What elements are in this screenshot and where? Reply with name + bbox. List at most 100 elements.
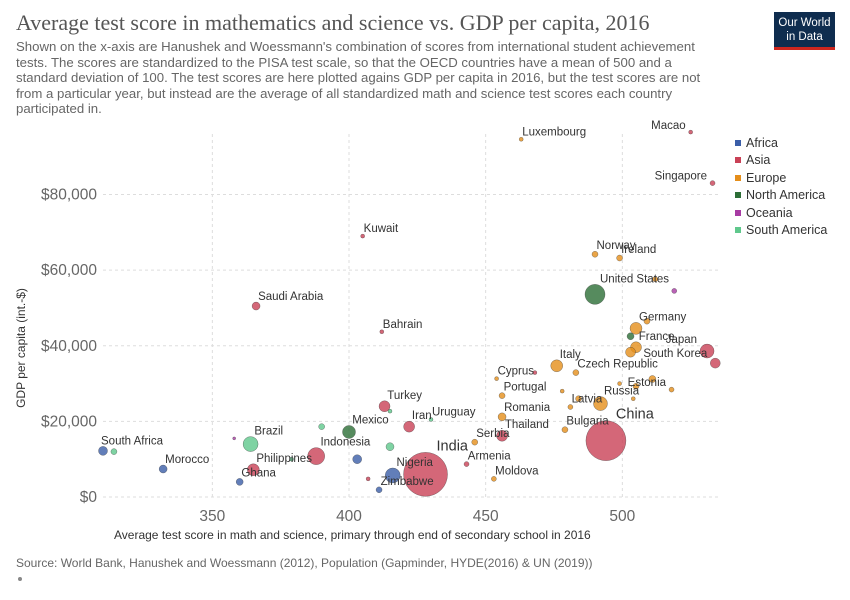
legend-item[interactable]: South America [733, 223, 848, 240]
data-point[interactable] [632, 382, 640, 390]
data-point[interactable] [496, 429, 508, 442]
data-point[interactable] [652, 276, 658, 282]
legend-item[interactable]: Europe [733, 171, 848, 188]
point-label: South Africa [101, 435, 164, 447]
data-point[interactable] [384, 467, 401, 484]
data-point[interactable] [572, 369, 580, 376]
data-point[interactable] [631, 396, 636, 401]
data-point[interactable] [247, 463, 260, 477]
grid-lines [103, 134, 718, 498]
y-tick-label: $0 [80, 489, 98, 506]
y-tick-label: $80,000 [41, 187, 97, 204]
data-point[interactable] [232, 436, 236, 441]
data-point[interactable] [625, 346, 636, 358]
point-label: Estonia [628, 377, 667, 389]
data-point[interactable] [643, 317, 651, 325]
data-point[interactable] [498, 392, 506, 399]
data-point[interactable] [671, 288, 678, 294]
point-label: South Korea [643, 348, 708, 360]
legend-item[interactable]: North America [733, 188, 848, 205]
point-label: Philippines [256, 453, 312, 465]
data-point[interactable] [591, 250, 599, 258]
legend-item[interactable]: Africa [733, 136, 848, 153]
point-label: Turkey [387, 390, 422, 402]
data-point[interactable] [494, 376, 499, 381]
data-point[interactable] [518, 137, 524, 142]
data-point[interactable] [497, 412, 507, 422]
data-point[interactable] [561, 426, 569, 433]
data-point[interactable] [375, 486, 383, 494]
data-point[interactable] [471, 438, 478, 446]
data-point[interactable] [668, 386, 675, 393]
chart-subtitle: Shown on the x-axis are Hanushek and Woe… [16, 39, 701, 117]
data-point[interactable] [584, 284, 606, 305]
legend-swatch [735, 226, 741, 233]
point-label: Norway [597, 240, 636, 252]
point-label: Cyprus [498, 366, 535, 378]
legend-swatch [735, 157, 741, 164]
data-point[interactable] [616, 254, 623, 262]
data-point[interactable] [352, 454, 362, 464]
data-point[interactable] [593, 396, 608, 411]
legend: Africa Asia Europe North America Oceania Sout… [733, 136, 848, 240]
point-label: Ireland [621, 244, 656, 256]
data-point[interactable] [235, 478, 244, 486]
point-label: Uruguay [432, 406, 476, 418]
point-label: Bahrain [383, 319, 423, 331]
data-point[interactable] [110, 448, 118, 455]
data-point[interactable] [365, 476, 371, 482]
data-point[interactable] [378, 400, 391, 412]
point-label: Czech Republic [577, 359, 658, 371]
x-axis-title: Average test score in math and science, … [114, 528, 591, 542]
legend-item[interactable]: Oceania [733, 206, 848, 223]
data-point[interactable] [617, 381, 622, 386]
data-point[interactable] [629, 322, 643, 335]
data-point[interactable] [710, 357, 721, 369]
data-point[interactable] [688, 129, 693, 135]
data-point[interactable] [463, 461, 470, 467]
y-tick-label: $40,000 [41, 338, 97, 355]
data-point[interactable] [342, 425, 356, 439]
legend-label: Oceania [746, 205, 793, 220]
point-label: Serbia [476, 428, 510, 440]
data-point[interactable] [428, 417, 434, 422]
data-point[interactable] [626, 332, 635, 341]
data-point[interactable] [307, 447, 325, 465]
data-point[interactable] [585, 420, 627, 461]
data-point[interactable] [648, 375, 657, 383]
data-point[interactable] [387, 408, 393, 414]
data-point[interactable] [98, 446, 108, 456]
point-label: Latvia [572, 394, 603, 406]
data-point[interactable] [242, 436, 259, 452]
point-label: Romania [504, 402, 551, 414]
data-point[interactable] [251, 301, 261, 311]
data-point[interactable] [567, 404, 574, 410]
legend-swatch [735, 209, 741, 216]
point-label: Nigeria [396, 457, 433, 469]
point-label: United States [600, 273, 669, 285]
data-point[interactable] [559, 388, 565, 394]
data-point[interactable] [575, 395, 582, 402]
legend-item[interactable]: Asia [733, 153, 848, 170]
data-point[interactable] [403, 452, 448, 497]
data-point[interactable] [550, 359, 563, 373]
data-point[interactable] [699, 343, 715, 359]
data-point[interactable] [379, 329, 385, 335]
legend-label: North America [746, 188, 826, 203]
point-label: Japan [666, 334, 697, 346]
legend-label: Africa [746, 136, 778, 150]
data-point[interactable] [491, 476, 497, 482]
data-point[interactable] [385, 442, 395, 451]
data-point[interactable] [709, 180, 716, 186]
data-point[interactable] [403, 420, 415, 433]
data-point[interactable] [532, 370, 538, 375]
data-point[interactable] [318, 423, 325, 430]
owid-logo[interactable]: Our World in Data [774, 12, 835, 49]
point-label: Moldova [495, 465, 539, 477]
data-point[interactable] [289, 456, 294, 462]
point-label: Portugal [504, 382, 547, 394]
point-label: Singapore [655, 171, 707, 183]
data-point[interactable] [158, 464, 168, 474]
point-label: India [437, 438, 469, 454]
data-point[interactable] [360, 233, 365, 239]
